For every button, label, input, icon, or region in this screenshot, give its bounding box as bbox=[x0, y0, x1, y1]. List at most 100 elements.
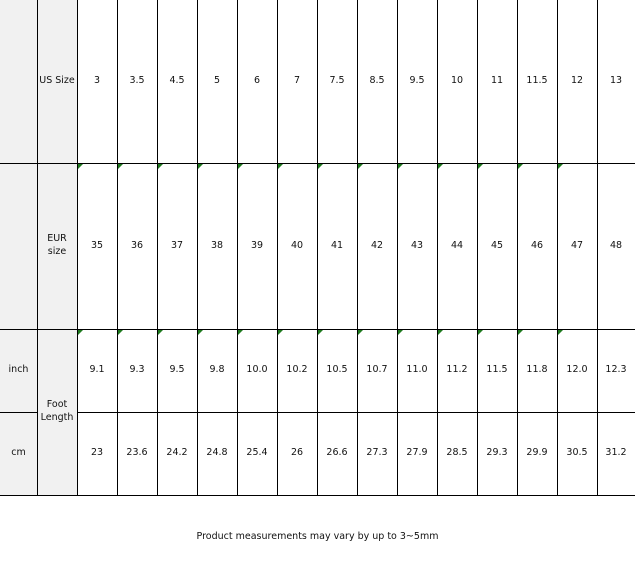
table-cell: 36 bbox=[130, 239, 144, 251]
column-divider bbox=[37, 0, 38, 496]
table-cell: 48 bbox=[609, 239, 623, 251]
table-cell: 9.5 bbox=[169, 364, 185, 376]
measurement-note: Product measurements may vary by up to 3… bbox=[196, 531, 439, 542]
table-cell: 38 bbox=[210, 239, 224, 251]
table-cell: 10 bbox=[450, 75, 464, 87]
column-divider bbox=[277, 0, 278, 496]
table-cell: 28.5 bbox=[446, 447, 468, 459]
column-divider bbox=[557, 0, 558, 496]
table-cell: 43 bbox=[410, 239, 424, 251]
table-cell: 11.8 bbox=[526, 364, 548, 376]
foot-length-label: Foot Length bbox=[40, 399, 74, 423]
table-cell: 12 bbox=[570, 75, 584, 87]
table-cell: 27.9 bbox=[406, 447, 428, 459]
table-cell: 11.5 bbox=[486, 364, 508, 376]
table-cell: 31.2 bbox=[605, 447, 627, 459]
comment-flag-icon bbox=[558, 330, 563, 335]
comment-flag-icon bbox=[358, 164, 363, 169]
table-cell: 9.1 bbox=[89, 364, 105, 376]
comment-flag-icon bbox=[238, 164, 243, 169]
column-divider bbox=[77, 0, 78, 496]
column-divider bbox=[477, 0, 478, 496]
table-cell: 29.9 bbox=[526, 447, 548, 459]
table-cell: 42 bbox=[370, 239, 384, 251]
table-cell: 44 bbox=[450, 239, 464, 251]
row-label-0: US Size bbox=[39, 75, 75, 87]
row-divider bbox=[0, 412, 37, 413]
table-cell: 11.0 bbox=[406, 364, 428, 376]
table-cell: 12.0 bbox=[566, 364, 588, 376]
table-cell: 4.5 bbox=[169, 75, 185, 87]
comment-flag-icon bbox=[158, 164, 163, 169]
table-cell: 47 bbox=[570, 239, 584, 251]
comment-flag-icon bbox=[438, 164, 443, 169]
table-cell: 29.3 bbox=[486, 447, 508, 459]
table-cell: 10.7 bbox=[366, 364, 388, 376]
table-cell: 9.5 bbox=[409, 75, 425, 87]
comment-flag-icon bbox=[198, 330, 203, 335]
table-cell: 8.5 bbox=[369, 75, 385, 87]
column-divider bbox=[397, 0, 398, 496]
comment-flag-icon bbox=[478, 164, 483, 169]
comment-flag-icon bbox=[78, 164, 83, 169]
table-cell: 24.2 bbox=[166, 447, 188, 459]
table-cell: 26.6 bbox=[326, 447, 348, 459]
table-cell: 11 bbox=[490, 75, 504, 87]
table-cell: 7 bbox=[293, 75, 301, 87]
column-divider bbox=[517, 0, 518, 496]
table-cell: 45 bbox=[490, 239, 504, 251]
column-divider bbox=[357, 0, 358, 496]
comment-flag-icon bbox=[118, 164, 123, 169]
table-cell: 9.8 bbox=[209, 364, 225, 376]
column-divider bbox=[437, 0, 438, 496]
table-cell: 9.3 bbox=[129, 364, 145, 376]
table-cell: 7.5 bbox=[329, 75, 345, 87]
table-cell: 5 bbox=[213, 75, 221, 87]
comment-flag-icon bbox=[398, 330, 403, 335]
table-cell: 10.2 bbox=[286, 364, 308, 376]
comment-flag-icon bbox=[278, 164, 283, 169]
table-cell: 12.3 bbox=[605, 364, 627, 376]
row-label-1: EUR size bbox=[47, 233, 67, 257]
column-divider bbox=[157, 0, 158, 496]
comment-flag-icon bbox=[78, 330, 83, 335]
table-cell: 13 bbox=[609, 75, 623, 87]
comment-flag-icon bbox=[198, 164, 203, 169]
comment-flag-icon bbox=[158, 330, 163, 335]
comment-flag-icon bbox=[558, 164, 563, 169]
table-cell: 6 bbox=[253, 75, 261, 87]
table-cell: 11.2 bbox=[446, 364, 468, 376]
table-cell: 23.6 bbox=[126, 447, 148, 459]
table-cell: 39 bbox=[250, 239, 264, 251]
column-divider bbox=[117, 0, 118, 496]
comment-flag-icon bbox=[478, 330, 483, 335]
table-cell: 10.5 bbox=[326, 364, 348, 376]
table-cell: 40 bbox=[290, 239, 304, 251]
table-cell: 27.3 bbox=[366, 447, 388, 459]
row-label-2: inch bbox=[8, 364, 29, 376]
table-cell: 10.0 bbox=[246, 364, 268, 376]
comment-flag-icon bbox=[358, 330, 363, 335]
table-cell: 35 bbox=[90, 239, 104, 251]
table-cell: 3 bbox=[93, 75, 101, 87]
comment-flag-icon bbox=[518, 164, 523, 169]
comment-flag-icon bbox=[118, 330, 123, 335]
table-cell: 26 bbox=[290, 447, 304, 459]
comment-flag-icon bbox=[318, 330, 323, 335]
table-cell: 30.5 bbox=[566, 447, 588, 459]
comment-flag-icon bbox=[278, 330, 283, 335]
row-label-3: cm bbox=[11, 447, 26, 459]
table-cell: 3.5 bbox=[129, 75, 145, 87]
table-cell: 23 bbox=[90, 447, 104, 459]
comment-flag-icon bbox=[438, 330, 443, 335]
table-cell: 37 bbox=[170, 239, 184, 251]
table-cell: 11.5 bbox=[526, 75, 548, 87]
table-cell: 24.8 bbox=[206, 447, 228, 459]
table-cell: 25.4 bbox=[246, 447, 268, 459]
row-divider bbox=[77, 412, 635, 413]
column-divider bbox=[237, 0, 238, 496]
comment-flag-icon bbox=[398, 164, 403, 169]
column-divider bbox=[197, 0, 198, 496]
table-cell: 46 bbox=[530, 239, 544, 251]
comment-flag-icon bbox=[238, 330, 243, 335]
